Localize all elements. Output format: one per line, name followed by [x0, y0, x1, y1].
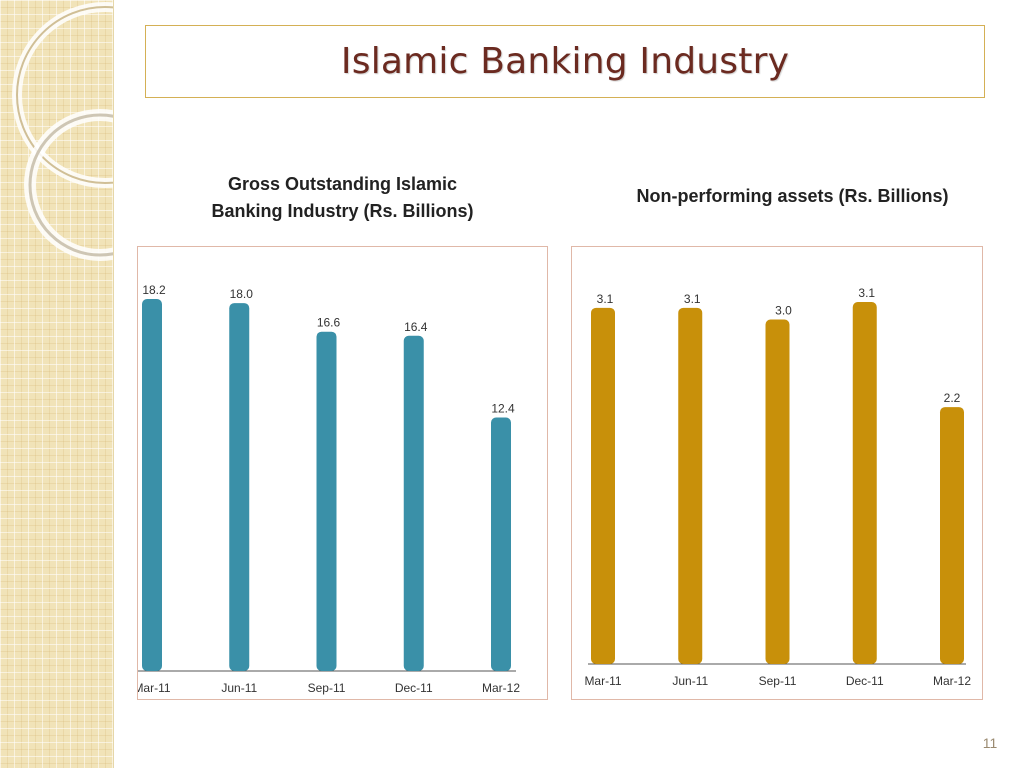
gross-bar-jun-11 [229, 303, 250, 671]
gross-data-label: 18.2 [142, 283, 166, 297]
gross-outstanding-chart: 18.2 Mar-11 18.0 Jun-11 16.6 Sep-11 16.4 Dec-11… [137, 246, 548, 700]
npa-data-label: 3.1 [597, 292, 614, 306]
gross-tick-label: Sep-11 [308, 681, 346, 695]
gross-bar-dec-11 [403, 335, 424, 671]
npa-tick-label: Dec-11 [846, 674, 884, 688]
npa-data-label: 3.1 [684, 292, 701, 306]
gross-bar-mar-11 [142, 299, 162, 671]
gross-data-label: 16.4 [404, 320, 428, 334]
gross-data-label: 18.0 [230, 287, 254, 301]
npa-tick-label: Sep-11 [759, 674, 797, 688]
npa-bar-jun-11 [678, 307, 703, 664]
title-box: Islamic Banking Industry [145, 25, 985, 98]
gross-bar-mar-12 [491, 417, 511, 671]
npa-data-label: 2.2 [944, 391, 961, 405]
gross-tick-label: Mar-12 [482, 681, 520, 695]
npa-bar-dec-11 [852, 302, 877, 664]
npa-bar-sep-11 [765, 319, 790, 664]
gross-tick-label: Dec-11 [395, 681, 433, 695]
npa-chart-plot: 3.1 Mar-11 3.1 Jun-11 3.0 Sep-11 3.1 Dec-11 2.2 M… [584, 286, 971, 688]
gross-tick-label: Jun-11 [221, 681, 257, 695]
npa-data-label: 3.1 [858, 286, 875, 300]
gross-chart-title-line-2: Banking Industry (Rs. Billions) [211, 201, 474, 221]
npa-bar-mar-11 [591, 307, 615, 664]
gross-chart-plot: 18.2 Mar-11 18.0 Jun-11 16.6 Sep-11 16.4 Dec-11… [138, 283, 520, 695]
npa-tick-label: Jun-11 [672, 674, 708, 688]
gross-chart-title-line-1: Gross Outstanding Islamic [227, 174, 458, 194]
gross-bar-sep-11 [316, 331, 337, 671]
gross-tick-label: Mar-11 [138, 681, 171, 695]
gross-data-label: 16.6 [317, 316, 341, 330]
npa-tick-label: Mar-12 [933, 674, 971, 688]
decorative-rings [12, 2, 113, 261]
npa-tick-label: Mar-11 [584, 674, 621, 688]
gross-chart-title: Gross Outstanding Islamic Banking Indust… [190, 171, 495, 225]
decorative-side-panel [0, 0, 114, 768]
gross-data-label: 12.4 [491, 402, 515, 416]
npa-chart-title: Non-performing assets (Rs. Billions) [636, 186, 949, 206]
slide-title: Islamic Banking Industry [340, 41, 790, 82]
npa-bar-mar-12 [940, 407, 964, 664]
npa-data-label: 3.0 [775, 304, 792, 318]
page-number: 11 [982, 735, 998, 751]
non-performing-assets-chart: 3.1 Mar-11 3.1 Jun-11 3.0 Sep-11 3.1 Dec-11 2.2 M… [571, 246, 983, 700]
